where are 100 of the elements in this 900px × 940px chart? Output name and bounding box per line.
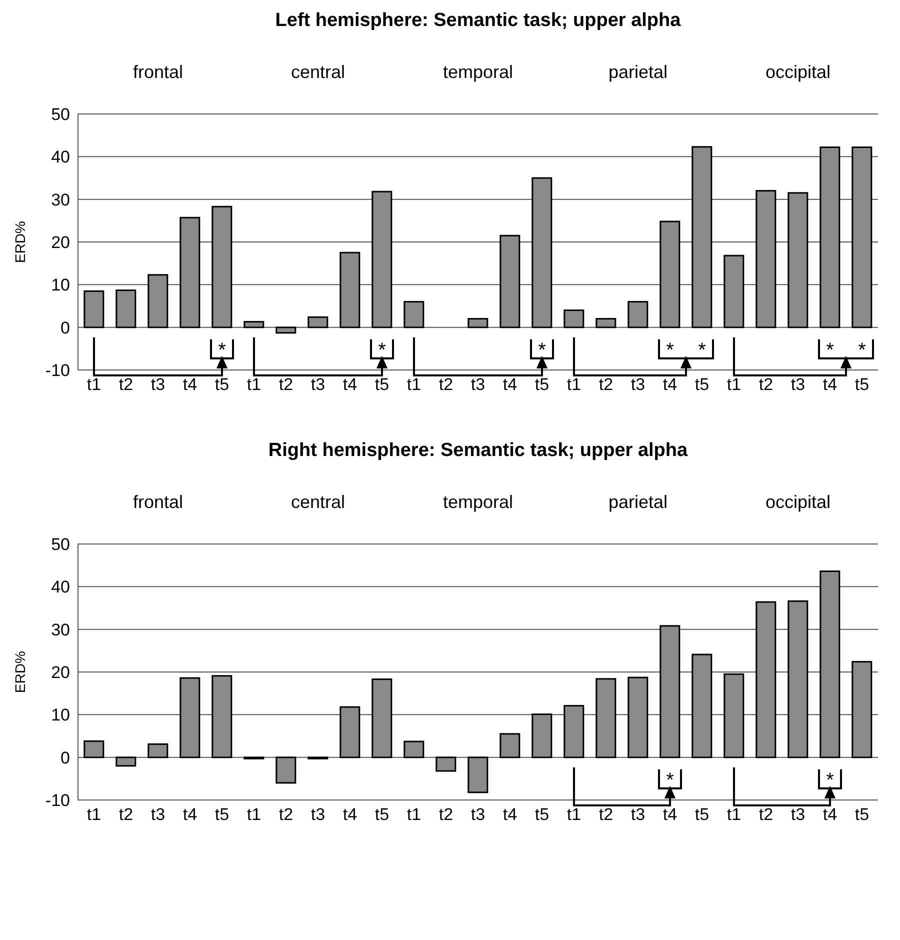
x-tick-label: t5 xyxy=(854,805,870,824)
bar xyxy=(180,216,200,328)
x-tick-label: t4 xyxy=(502,805,518,824)
bar xyxy=(404,300,424,328)
bar xyxy=(116,289,136,328)
bar xyxy=(564,310,584,328)
x-tick-label: t1 xyxy=(566,805,582,824)
x-tick-label: t5 xyxy=(214,805,230,824)
bar xyxy=(84,740,104,758)
annotation: * xyxy=(538,339,546,362)
x-tick-label: t3 xyxy=(150,375,166,394)
x-tick-label: t5 xyxy=(534,805,550,824)
y-axis-title: ERD% xyxy=(12,650,28,694)
y-tick-label: 0 xyxy=(60,748,70,768)
x-tick-label: t2 xyxy=(758,375,774,394)
bar xyxy=(852,661,872,758)
x-tick-label: t1 xyxy=(406,805,422,824)
bar xyxy=(212,675,232,758)
x-tick-label: t1 xyxy=(406,375,422,394)
bar xyxy=(596,678,616,758)
y-axis-title: ERD% xyxy=(12,220,28,264)
y-tick-label: 10 xyxy=(51,276,70,295)
bar xyxy=(244,321,264,328)
x-tick-label: t5 xyxy=(534,375,550,394)
x-tick-label: t4 xyxy=(502,375,518,394)
x-tick-label: t2 xyxy=(118,375,134,394)
x-tick-label: t1 xyxy=(566,375,582,394)
bar xyxy=(532,713,552,758)
x-tick-label: t1 xyxy=(246,805,262,824)
x-tick-label: t1 xyxy=(726,805,742,824)
bar xyxy=(628,300,648,328)
bar xyxy=(404,740,424,758)
x-tick-label: t2 xyxy=(278,375,294,394)
y-tick-label: -10 xyxy=(45,361,70,380)
y-tick-label: 10 xyxy=(51,706,70,725)
y-tick-label: 50 xyxy=(51,105,70,124)
bar xyxy=(500,733,520,758)
annotation: * xyxy=(666,769,674,792)
x-tick-label: t3 xyxy=(310,375,326,394)
bar xyxy=(756,190,776,328)
annotation: * xyxy=(378,339,386,362)
x-tick-label: t3 xyxy=(790,805,806,824)
y-tick-label: -10 xyxy=(45,791,70,810)
y-tick-label: 50 xyxy=(51,535,70,554)
x-tick-label: t3 xyxy=(630,805,646,824)
bar xyxy=(820,146,840,328)
x-tick-label: t2 xyxy=(598,805,614,824)
x-tick-label: t1 xyxy=(86,805,102,824)
x-tick-label: t5 xyxy=(374,375,390,394)
x-tick-label: t5 xyxy=(214,375,230,394)
x-tick-label: t3 xyxy=(790,375,806,394)
bar xyxy=(660,625,680,758)
bar xyxy=(276,326,296,334)
bar xyxy=(820,570,840,758)
x-tick-label: t4 xyxy=(342,375,358,394)
x-tick-label: t1 xyxy=(246,375,262,394)
chart-subtitle: central xyxy=(290,492,346,513)
y-tick-label: 30 xyxy=(51,190,70,210)
y-tick-label: 40 xyxy=(51,148,70,167)
bar xyxy=(532,177,552,328)
bar xyxy=(692,146,712,328)
y-tick-label: 0 xyxy=(60,318,70,338)
y-tick-label: 20 xyxy=(51,233,70,252)
chart-title: Right hemisphere: Semantic task; upper alpha xyxy=(268,440,688,462)
bar xyxy=(340,252,360,328)
chart-subtitle: central xyxy=(290,62,346,83)
bar xyxy=(596,318,616,328)
x-tick-label: t2 xyxy=(598,375,614,394)
chart-subtitle: frontal xyxy=(132,492,184,513)
x-tick-label: t2 xyxy=(758,805,774,824)
x-tick-label: t1 xyxy=(726,375,742,394)
chart-subtitle: parietal xyxy=(607,62,669,83)
bar xyxy=(660,220,680,328)
chart-subtitle: parietal xyxy=(607,492,669,513)
x-tick-label: t4 xyxy=(182,805,198,824)
x-tick-label: t5 xyxy=(694,805,710,824)
x-tick-label: t3 xyxy=(470,805,486,824)
annotation: * xyxy=(858,339,866,362)
bar xyxy=(468,318,488,328)
annotation: * xyxy=(826,339,834,362)
x-tick-label: t5 xyxy=(374,805,390,824)
bar xyxy=(724,254,744,328)
bar xyxy=(180,677,200,758)
chart-subtitle: temporal xyxy=(442,492,514,513)
bar xyxy=(148,743,168,758)
chart-title: Left hemisphere: Semantic task; upper alpha xyxy=(275,10,681,32)
bar xyxy=(436,756,456,772)
bar xyxy=(84,290,104,328)
x-tick-label: t4 xyxy=(822,805,838,824)
chart-subtitle: occipital xyxy=(764,62,832,83)
bar xyxy=(500,234,520,328)
annotation: * xyxy=(698,339,706,362)
x-tick-label: t4 xyxy=(662,805,678,824)
chart-subtitle: occipital xyxy=(764,492,832,513)
y-tick-label: 40 xyxy=(51,578,70,597)
x-tick-label: t5 xyxy=(694,375,710,394)
bar xyxy=(852,146,872,328)
x-tick-label: t3 xyxy=(470,375,486,394)
y-tick-label: 20 xyxy=(51,663,70,682)
x-tick-label: t4 xyxy=(182,375,198,394)
